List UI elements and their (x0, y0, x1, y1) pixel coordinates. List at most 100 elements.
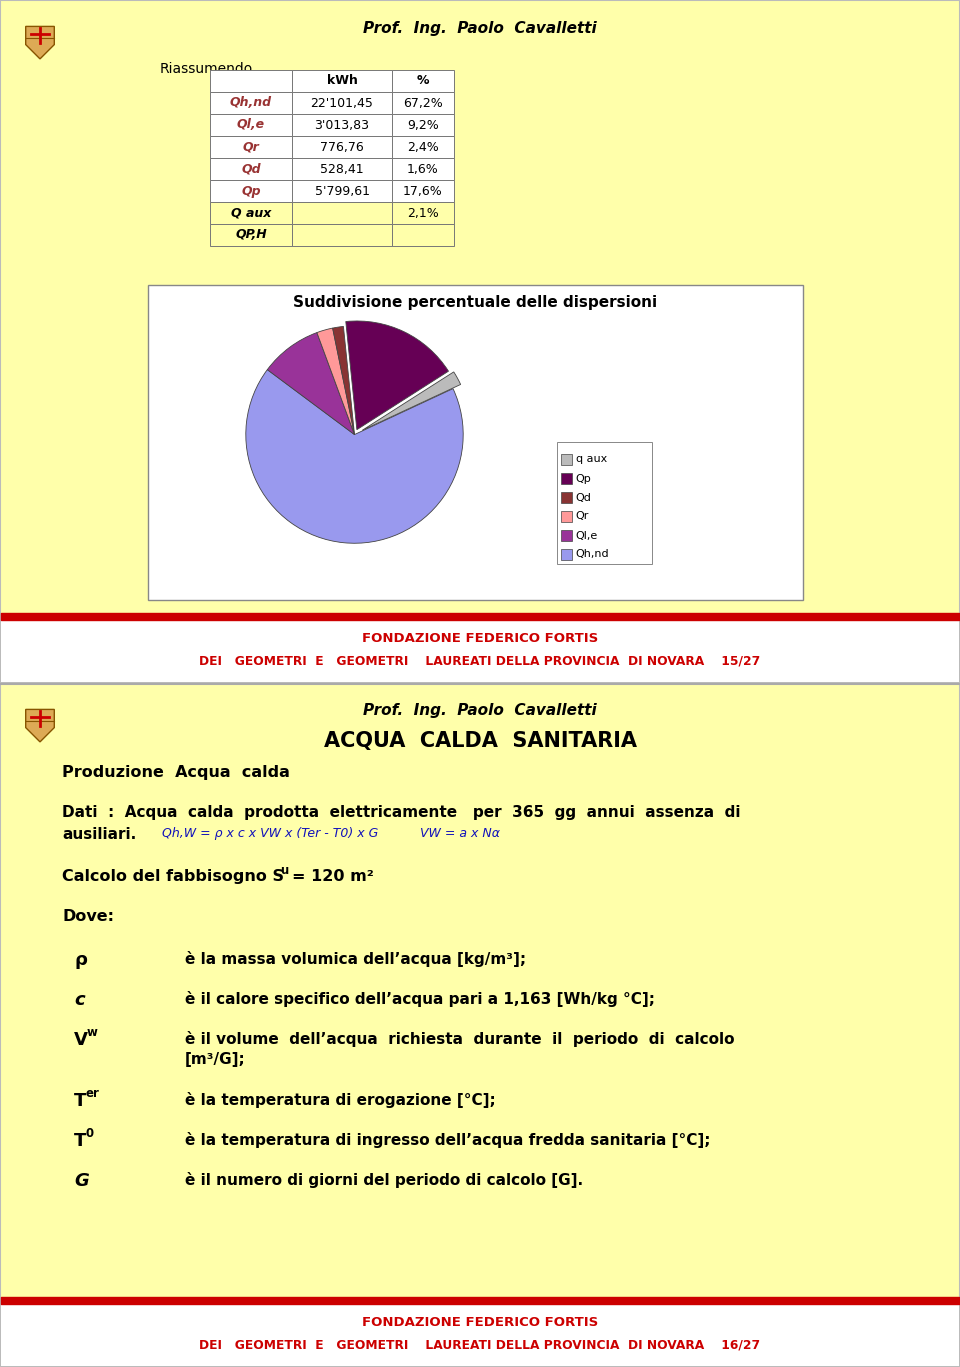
Wedge shape (267, 332, 354, 435)
Bar (292, 70, 392, 92)
Bar (292, 180, 392, 202)
Polygon shape (26, 709, 55, 742)
Text: kWh: kWh (326, 74, 357, 87)
Wedge shape (362, 372, 461, 431)
Text: ρ: ρ (74, 951, 86, 969)
FancyBboxPatch shape (4, 4, 960, 688)
Text: = 120 m²: = 120 m² (292, 869, 373, 884)
Text: Ql,e: Ql,e (576, 530, 598, 540)
Text: Qr: Qr (243, 141, 259, 153)
Text: 5'799,61: 5'799,61 (315, 185, 370, 197)
Bar (210, 135, 292, 159)
Text: 2,4%: 2,4% (407, 141, 439, 153)
Text: DEI   GEOMETRI  E   GEOMETRI    LAUREATI DELLA PROVINCIA  DI NOVARA    16/27: DEI GEOMETRI E GEOMETRI LAUREATI DELLA P… (200, 1338, 760, 1352)
Bar (292, 202, 392, 224)
Text: è la massa volumica dell’acqua [kg/m³];: è la massa volumica dell’acqua [kg/m³]; (185, 951, 526, 966)
Wedge shape (317, 328, 354, 435)
Bar (292, 224, 392, 246)
Text: T: T (74, 1132, 86, 1150)
Wedge shape (246, 369, 463, 543)
Text: DEI   GEOMETRI  E   GEOMETRI    LAUREATI DELLA PROVINCIA  DI NOVARA    15/27: DEI GEOMETRI E GEOMETRI LAUREATI DELLA P… (200, 655, 760, 667)
Bar (210, 180, 292, 202)
Bar (210, 92, 292, 113)
Text: Qp: Qp (241, 185, 261, 197)
Bar (210, 202, 292, 224)
Text: %: % (417, 74, 429, 87)
Bar (557, 442, 652, 565)
Text: è il volume  dell’acqua  richiesta  durante  il  periodo  di  calcolo: è il volume dell’acqua richiesta durante… (185, 1031, 734, 1047)
FancyBboxPatch shape (1, 617, 959, 682)
Text: Dove:: Dove: (62, 909, 114, 924)
Text: Qh,nd: Qh,nd (576, 550, 610, 559)
FancyBboxPatch shape (0, 684, 960, 1367)
Text: è il numero di giorni del periodo di calcolo [G].: è il numero di giorni del periodo di cal… (185, 1172, 583, 1188)
Text: 22'101,45: 22'101,45 (311, 97, 373, 109)
Bar (392, 224, 454, 246)
Text: 1,6%: 1,6% (407, 163, 439, 175)
Text: Q aux: Q aux (230, 206, 271, 220)
Text: 2,1%: 2,1% (407, 206, 439, 220)
Bar (392, 135, 454, 159)
Bar (561, 550, 571, 560)
Bar (392, 202, 454, 224)
Text: T: T (74, 1092, 86, 1110)
Text: Calcolo del fabbisogno S: Calcolo del fabbisogno S (62, 869, 284, 884)
Text: 67,2%: 67,2% (403, 97, 443, 109)
Bar (561, 473, 571, 484)
Bar (210, 159, 292, 180)
Text: ausiliari.: ausiliari. (62, 827, 136, 842)
Wedge shape (332, 327, 354, 435)
Text: è la temperatura di erogazione [°C];: è la temperatura di erogazione [°C]; (185, 1092, 495, 1109)
Text: q aux: q aux (576, 454, 607, 465)
Text: Qd: Qd (576, 492, 591, 503)
Bar (561, 530, 571, 541)
Bar (392, 159, 454, 180)
Text: Prof.  Ing.  Paolo  Cavalletti: Prof. Ing. Paolo Cavalletti (363, 704, 597, 719)
Text: ACQUA  CALDA  SANITARIA: ACQUA CALDA SANITARIA (324, 731, 636, 750)
Text: FONDAZIONE FEDERICO FORTIS: FONDAZIONE FEDERICO FORTIS (362, 632, 598, 644)
Text: Suddivisione percentuale delle dispersioni: Suddivisione percentuale delle dispersio… (294, 295, 658, 310)
Text: 776,76: 776,76 (320, 141, 364, 153)
Bar (292, 135, 392, 159)
Text: [m³/G];: [m³/G]; (185, 1053, 246, 1068)
Text: Qr: Qr (576, 511, 589, 521)
Text: VW = a x Nα: VW = a x Nα (420, 827, 500, 839)
Text: 528,41: 528,41 (321, 163, 364, 175)
Text: er: er (86, 1087, 100, 1100)
Bar (561, 492, 571, 503)
Bar (210, 113, 292, 135)
Bar (292, 92, 392, 113)
Bar (392, 70, 454, 92)
Text: Dati  :  Acqua  calda  prodotta  elettricamente   per  365  gg  annui  assenza  : Dati : Acqua calda prodotta elettricamen… (62, 805, 740, 820)
Text: è la temperatura di ingresso dell’acqua fredda sanitaria [°C];: è la temperatura di ingresso dell’acqua … (185, 1132, 710, 1148)
Text: Prof.  Ing.  Paolo  Cavalletti: Prof. Ing. Paolo Cavalletti (363, 21, 597, 36)
Bar (148, 284, 803, 600)
Text: u: u (280, 864, 288, 878)
Bar (561, 511, 571, 522)
Text: è il calore specifico dell’acqua pari a 1,163 [Wh/kg °C];: è il calore specifico dell’acqua pari a … (185, 991, 655, 1007)
Bar (292, 113, 392, 135)
Bar (392, 180, 454, 202)
Bar (392, 92, 454, 113)
Text: Qd: Qd (241, 163, 261, 175)
FancyBboxPatch shape (1, 1300, 959, 1366)
Text: Qh,W = ρ x c x VW x (Ter - T0) x G: Qh,W = ρ x c x VW x (Ter - T0) x G (162, 827, 378, 839)
Bar (561, 454, 571, 465)
Text: Produzione  Acqua  calda: Produzione Acqua calda (62, 766, 290, 781)
Text: Qp: Qp (576, 473, 591, 484)
Text: G: G (74, 1172, 88, 1191)
Text: 0: 0 (86, 1126, 94, 1140)
Text: w: w (87, 1027, 98, 1039)
Bar (392, 113, 454, 135)
Text: FONDAZIONE FEDERICO FORTIS: FONDAZIONE FEDERICO FORTIS (362, 1315, 598, 1329)
Text: Ql,e: Ql,e (237, 119, 265, 131)
Bar (210, 224, 292, 246)
Bar (210, 70, 292, 92)
Text: c: c (74, 991, 84, 1009)
Text: 3'013,83: 3'013,83 (315, 119, 370, 131)
Bar (292, 159, 392, 180)
Wedge shape (346, 321, 448, 429)
Text: V: V (74, 1031, 88, 1048)
FancyBboxPatch shape (4, 688, 960, 1367)
FancyBboxPatch shape (0, 0, 960, 684)
